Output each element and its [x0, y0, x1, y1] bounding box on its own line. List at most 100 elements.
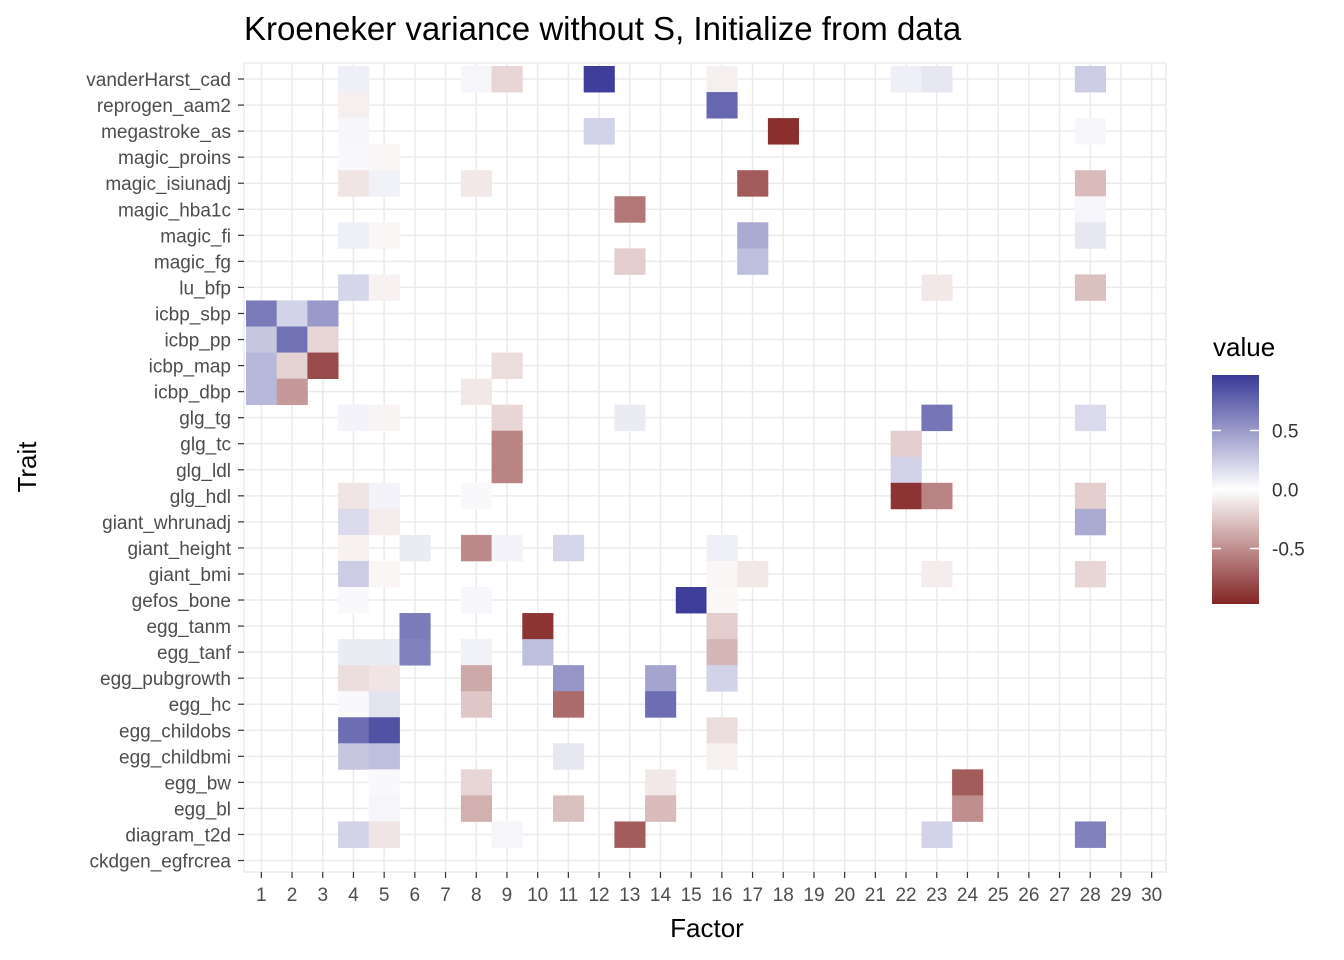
- y-tick-label: giant_bmi: [149, 565, 231, 586]
- heatmap-cell: [1074, 274, 1106, 301]
- x-tick-label: 3: [317, 885, 328, 906]
- heatmap-cell: [1074, 170, 1106, 197]
- heatmap-cell: [460, 665, 492, 692]
- heatmap-cell: [890, 482, 922, 510]
- heatmap-cell: [706, 743, 738, 770]
- heatmap-cell: [737, 560, 769, 588]
- heatmap-cell: [1074, 118, 1106, 145]
- y-tick-label: giant_whrunadj: [102, 513, 231, 534]
- heatmap-cell: [368, 821, 400, 848]
- x-tick-label: 4: [348, 885, 359, 906]
- heatmap-cell: [338, 66, 370, 93]
- heatmap-cell: [460, 170, 492, 197]
- heatmap-cell: [553, 795, 585, 822]
- heatmap-cell: [614, 196, 646, 223]
- heatmap-cell: [706, 613, 738, 640]
- heatmap-cell: [368, 795, 400, 822]
- heatmap-cell: [1074, 508, 1106, 536]
- heatmap-cells: [246, 66, 1106, 848]
- heatmap-cell: [338, 170, 370, 197]
- y-tick-label: magic_hba1c: [118, 200, 231, 221]
- heatmap-cell: [921, 404, 953, 432]
- x-axis-title: Factor: [670, 913, 744, 943]
- heatmap-cell: [307, 352, 339, 379]
- heatmap-cell: [767, 118, 799, 145]
- y-axis-title: Trait: [12, 441, 42, 493]
- heatmap-cell: [706, 665, 738, 692]
- heatmap-cell: [737, 248, 769, 275]
- heatmap-cell: [338, 665, 370, 692]
- x-tick-label: 7: [440, 885, 451, 906]
- y-tick-label: vanderHarst_cad: [86, 70, 231, 91]
- heatmap-cell: [338, 508, 370, 536]
- x-tick-label: 8: [471, 885, 482, 906]
- heatmap-cell: [706, 92, 738, 119]
- heatmap-cell: [583, 118, 615, 145]
- y-axis: vanderHarst_cad reprogen_aam2 megastroke_a…: [86, 70, 244, 873]
- heatmap-cell: [460, 769, 492, 796]
- heatmap-cell: [645, 665, 677, 692]
- x-tick-label: 27: [1049, 885, 1070, 906]
- heatmap-cell: [706, 66, 738, 93]
- heatmap-cell: [491, 456, 523, 484]
- y-tick-label: giant_height: [127, 539, 231, 560]
- heatmap-cell: [276, 378, 308, 406]
- heatmap-cell: [368, 274, 400, 301]
- y-tick-label: magic_fg: [154, 252, 231, 273]
- heatmap-cell: [491, 430, 523, 458]
- x-tick-label: 16: [711, 885, 732, 906]
- y-tick-label: diagram_t2d: [125, 825, 231, 846]
- x-tick-label: 18: [773, 885, 794, 906]
- heatmap-cell: [491, 66, 523, 93]
- y-tick-label: megastroke_as: [101, 122, 231, 143]
- heatmap-cell: [368, 222, 400, 249]
- heatmap-cell: [614, 821, 646, 848]
- heatmap-cell: [368, 404, 400, 432]
- heatmap-cell: [921, 66, 953, 93]
- heatmap-cell: [338, 534, 370, 562]
- y-tick-label: icbp_dbp: [154, 383, 231, 404]
- heatmap-cell: [246, 326, 278, 353]
- y-tick-label: ckdgen_egfrcrea: [89, 852, 231, 873]
- heatmap-cell: [921, 482, 953, 510]
- heatmap-cell: [737, 222, 769, 249]
- heatmap-cell: [338, 144, 370, 171]
- heatmap-cell: [338, 743, 370, 770]
- heatmap-cell: [276, 300, 308, 327]
- x-tick-label: 6: [410, 885, 421, 906]
- legend-label: 0.5: [1272, 421, 1298, 442]
- heatmap-cell: [737, 170, 769, 197]
- heatmap-cell: [460, 639, 492, 666]
- y-tick-label: icbp_map: [149, 357, 231, 378]
- y-tick-label: egg_childobs: [119, 721, 231, 742]
- x-tick-label: 19: [803, 885, 824, 906]
- y-tick-label: egg_bw: [164, 773, 231, 794]
- y-tick-label: reprogen_aam2: [97, 96, 231, 117]
- heatmap-cell: [952, 769, 984, 796]
- x-tick-label: 20: [834, 885, 855, 906]
- heatmap-cell: [460, 482, 492, 510]
- x-tick-label: 11: [558, 885, 578, 906]
- heatmap-cell: [368, 482, 400, 510]
- heatmap-cell: [368, 769, 400, 796]
- heatmap-cell: [246, 378, 278, 406]
- heatmap-cell: [522, 639, 554, 666]
- x-tick-label: 9: [502, 885, 513, 906]
- x-tick-label: 29: [1110, 885, 1131, 906]
- x-tick-label: 10: [527, 885, 548, 906]
- x-axis: 1 2 3 4 5 6 7 8 9 10 11 12 13 14 15 16 17 18 19 20 21 22 23 24 2…: [256, 872, 1162, 906]
- heatmap-cell: [1074, 66, 1106, 93]
- heatmap-cell: [553, 665, 585, 692]
- heatmap-cell: [1074, 821, 1106, 848]
- x-tick-label: 21: [865, 885, 886, 906]
- heatmap-cell: [368, 665, 400, 692]
- heatmap-cell: [338, 691, 370, 718]
- heatmap-cell: [1074, 222, 1106, 249]
- heatmap-cell: [338, 587, 370, 614]
- heatmap-cell: [706, 534, 738, 562]
- heatmap-cell: [553, 691, 585, 718]
- heatmap-cell: [706, 587, 738, 614]
- heatmap-cell: [338, 222, 370, 249]
- x-tick-label: 26: [1018, 885, 1039, 906]
- heatmap-cell: [338, 482, 370, 510]
